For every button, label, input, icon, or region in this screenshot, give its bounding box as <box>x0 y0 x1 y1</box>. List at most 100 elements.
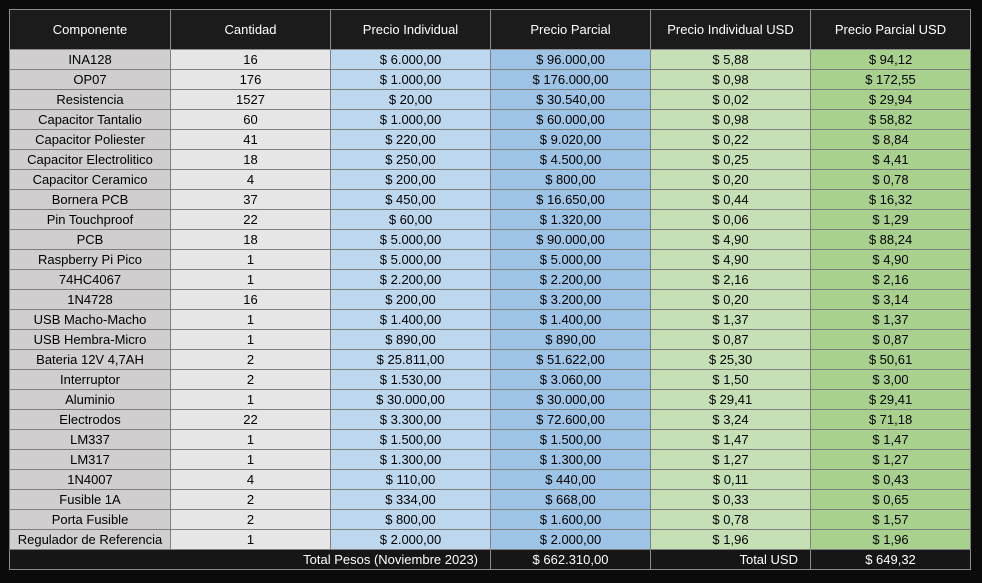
header-precio-individual[interactable]: Precio Individual <box>330 9 491 50</box>
cell-componente[interactable]: Aluminio <box>9 389 171 410</box>
cell-precio-parcial[interactable]: $ 72.600,00 <box>490 409 651 430</box>
cell-precio-individual[interactable]: $ 6.000,00 <box>330 49 491 70</box>
cell-cantidad[interactable]: 1 <box>170 529 331 550</box>
cell-precio-individual[interactable]: $ 334,00 <box>330 489 491 510</box>
cell-precio-individual[interactable]: $ 1.500,00 <box>330 429 491 450</box>
cell-precio-parcial[interactable]: $ 668,00 <box>490 489 651 510</box>
cell-precio-individual[interactable]: $ 110,00 <box>330 469 491 490</box>
cell-precio-parcial-usd[interactable]: $ 1,29 <box>810 209 971 230</box>
header-precio-parcial-usd[interactable]: Precio Parcial USD <box>810 9 971 50</box>
cell-precio-individual-usd[interactable]: $ 25,30 <box>650 349 811 370</box>
cell-componente[interactable]: Resistencia <box>9 89 171 110</box>
cell-precio-individual-usd[interactable]: $ 0,44 <box>650 189 811 210</box>
cell-componente[interactable]: Capacitor Tantalio <box>9 109 171 130</box>
cell-precio-parcial[interactable]: $ 1.500,00 <box>490 429 651 450</box>
cell-precio-parcial[interactable]: $ 1.320,00 <box>490 209 651 230</box>
cell-precio-individual-usd[interactable]: $ 29,41 <box>650 389 811 410</box>
cell-precio-parcial[interactable]: $ 3.200,00 <box>490 289 651 310</box>
cell-precio-individual[interactable]: $ 200,00 <box>330 289 491 310</box>
cell-precio-parcial-usd[interactable]: $ 3,00 <box>810 369 971 390</box>
cell-cantidad[interactable]: 2 <box>170 489 331 510</box>
cell-componente[interactable]: LM337 <box>9 429 171 450</box>
cell-precio-individual[interactable]: $ 1.000,00 <box>330 69 491 90</box>
cell-precio-parcial-usd[interactable]: $ 29,41 <box>810 389 971 410</box>
cell-precio-individual[interactable]: $ 30.000,00 <box>330 389 491 410</box>
cell-precio-parcial-usd[interactable]: $ 58,82 <box>810 109 971 130</box>
cell-precio-individual[interactable]: $ 2.000,00 <box>330 529 491 550</box>
cell-precio-individual-usd[interactable]: $ 0,02 <box>650 89 811 110</box>
cell-componente[interactable]: 1N4007 <box>9 469 171 490</box>
cell-precio-parcial[interactable]: $ 30.000,00 <box>490 389 651 410</box>
cell-componente[interactable]: Electrodos <box>9 409 171 430</box>
cell-precio-individual-usd[interactable]: $ 0,20 <box>650 289 811 310</box>
cell-precio-parcial[interactable]: $ 2.200,00 <box>490 269 651 290</box>
cell-precio-parcial[interactable]: $ 1.400,00 <box>490 309 651 330</box>
cell-cantidad[interactable]: 18 <box>170 149 331 170</box>
total-usd-value[interactable]: $ 649,32 <box>810 549 971 570</box>
cell-precio-individual-usd[interactable]: $ 2,16 <box>650 269 811 290</box>
cell-precio-individual[interactable]: $ 250,00 <box>330 149 491 170</box>
cell-precio-parcial[interactable]: $ 30.540,00 <box>490 89 651 110</box>
cell-precio-individual-usd[interactable]: $ 5,88 <box>650 49 811 70</box>
cell-componente[interactable]: Capacitor Poliester <box>9 129 171 150</box>
cell-cantidad[interactable]: 1 <box>170 309 331 330</box>
cell-precio-individual-usd[interactable]: $ 0,98 <box>650 69 811 90</box>
cell-precio-individual-usd[interactable]: $ 0,87 <box>650 329 811 350</box>
cell-cantidad[interactable]: 176 <box>170 69 331 90</box>
cell-componente[interactable]: Porta Fusible <box>9 509 171 530</box>
cell-componente[interactable]: INA128 <box>9 49 171 70</box>
cell-cantidad[interactable]: 2 <box>170 349 331 370</box>
cell-componente[interactable]: OP07 <box>9 69 171 90</box>
cell-precio-individual-usd[interactable]: $ 1,37 <box>650 309 811 330</box>
cell-cantidad[interactable]: 4 <box>170 169 331 190</box>
cell-precio-individual[interactable]: $ 1.400,00 <box>330 309 491 330</box>
cell-precio-parcial[interactable]: $ 9.020,00 <box>490 129 651 150</box>
cell-precio-parcial-usd[interactable]: $ 0,65 <box>810 489 971 510</box>
cell-precio-parcial-usd[interactable]: $ 29,94 <box>810 89 971 110</box>
cell-precio-individual[interactable]: $ 890,00 <box>330 329 491 350</box>
cell-componente[interactable]: USB Hembra-Micro <box>9 329 171 350</box>
cell-precio-individual-usd[interactable]: $ 3,24 <box>650 409 811 430</box>
cell-cantidad[interactable]: 1 <box>170 269 331 290</box>
cell-precio-parcial[interactable]: $ 96.000,00 <box>490 49 651 70</box>
cell-componente[interactable]: Raspberry Pi Pico <box>9 249 171 270</box>
cell-cantidad[interactable]: 22 <box>170 209 331 230</box>
cell-cantidad[interactable]: 2 <box>170 369 331 390</box>
cell-precio-parcial-usd[interactable]: $ 1,27 <box>810 449 971 470</box>
cell-precio-individual[interactable]: $ 5.000,00 <box>330 229 491 250</box>
cell-precio-parcial[interactable]: $ 3.060,00 <box>490 369 651 390</box>
cell-cantidad[interactable]: 16 <box>170 49 331 70</box>
cell-precio-parcial[interactable]: $ 5.000,00 <box>490 249 651 270</box>
cell-cantidad[interactable]: 22 <box>170 409 331 430</box>
total-pesos-value[interactable]: $ 662.310,00 <box>490 549 651 570</box>
cell-precio-individual-usd[interactable]: $ 4,90 <box>650 229 811 250</box>
cell-precio-individual-usd[interactable]: $ 0,06 <box>650 209 811 230</box>
cell-cantidad[interactable]: 1 <box>170 449 331 470</box>
cell-precio-individual[interactable]: $ 220,00 <box>330 129 491 150</box>
cell-precio-parcial[interactable]: $ 51.622,00 <box>490 349 651 370</box>
cell-precio-individual-usd[interactable]: $ 1,27 <box>650 449 811 470</box>
cell-precio-parcial[interactable]: $ 176.000,00 <box>490 69 651 90</box>
cell-precio-parcial[interactable]: $ 890,00 <box>490 329 651 350</box>
cell-precio-parcial[interactable]: $ 1.300,00 <box>490 449 651 470</box>
cell-cantidad[interactable]: 4 <box>170 469 331 490</box>
cell-precio-individual-usd[interactable]: $ 0,25 <box>650 149 811 170</box>
cell-cantidad[interactable]: 41 <box>170 129 331 150</box>
cell-precio-individual-usd[interactable]: $ 0,98 <box>650 109 811 130</box>
cell-precio-individual[interactable]: $ 1.300,00 <box>330 449 491 470</box>
cell-componente[interactable]: Interruptor <box>9 369 171 390</box>
header-precio-parcial[interactable]: Precio Parcial <box>490 9 651 50</box>
cell-componente[interactable]: 74HC4067 <box>9 269 171 290</box>
cell-precio-parcial[interactable]: $ 60.000,00 <box>490 109 651 130</box>
cell-precio-individual[interactable]: $ 2.200,00 <box>330 269 491 290</box>
cell-precio-individual[interactable]: $ 3.300,00 <box>330 409 491 430</box>
cell-precio-parcial-usd[interactable]: $ 16,32 <box>810 189 971 210</box>
cell-componente[interactable]: Capacitor Electrolitico <box>9 149 171 170</box>
cell-precio-parcial[interactable]: $ 4.500,00 <box>490 149 651 170</box>
cell-precio-individual[interactable]: $ 1.000,00 <box>330 109 491 130</box>
cell-cantidad[interactable]: 2 <box>170 509 331 530</box>
cell-componente[interactable]: LM317 <box>9 449 171 470</box>
cell-precio-parcial-usd[interactable]: $ 8,84 <box>810 129 971 150</box>
cell-precio-parcial-usd[interactable]: $ 0,87 <box>810 329 971 350</box>
cell-precio-parcial-usd[interactable]: $ 1,57 <box>810 509 971 530</box>
